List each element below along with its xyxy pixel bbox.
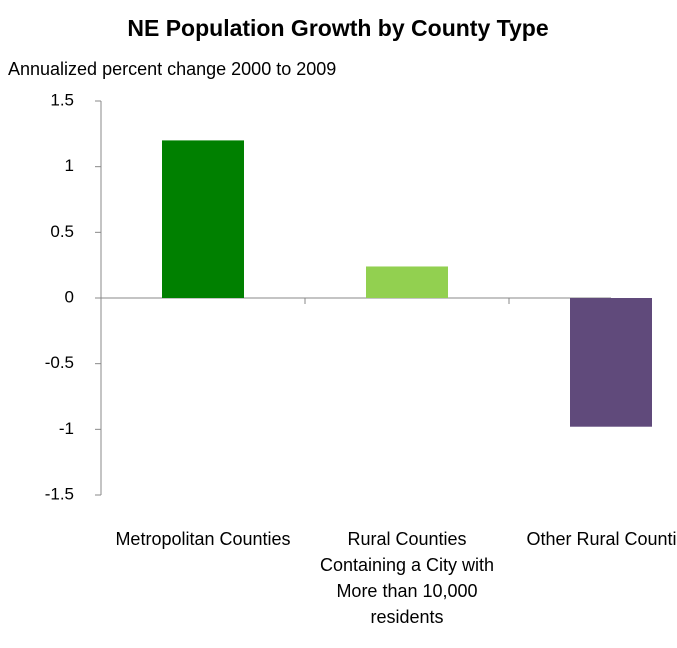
- y-tick-label: 1: [65, 156, 74, 175]
- bar: [162, 140, 244, 298]
- y-tick-label: 0.5: [50, 222, 74, 241]
- x-tick-label: Rural Counties Containing a City with Mo…: [319, 529, 495, 627]
- x-tick-label: Other Rural Counties: [526, 529, 677, 549]
- chart-title: NE Population Growth by County Type: [127, 15, 548, 41]
- y-tick-label: -1: [59, 419, 74, 438]
- y-tick-label: -0.5: [45, 353, 74, 372]
- chart-subtitle: Annualized percent change 2000 to 2009: [8, 59, 336, 79]
- bar: [570, 298, 652, 427]
- y-tick-label: -1.5: [45, 484, 74, 503]
- y-tick-label: 1.5: [50, 90, 74, 109]
- y-tick-label: 0: [65, 287, 74, 306]
- x-tick-label: Metropolitan Counties: [115, 529, 291, 549]
- bar: [366, 266, 448, 298]
